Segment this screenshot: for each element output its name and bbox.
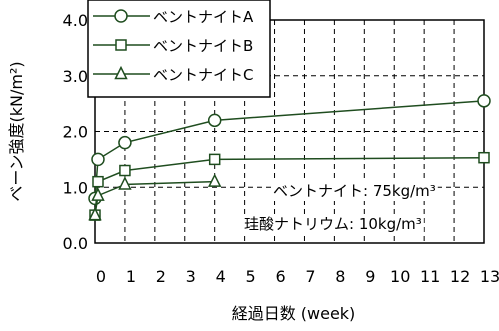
x-axis-label: 経過日数 (week)	[232, 304, 356, 323]
legend-label: ベントナイトB	[153, 37, 253, 55]
x-ticks: 0 1 2 3 4 5 6 7 8 9 10 11 12 13	[96, 267, 499, 286]
y-tick-label: 0.0	[63, 234, 88, 253]
data-point	[207, 113, 222, 128]
annotation-background	[242, 214, 424, 234]
x-tick-label: 0	[96, 267, 106, 286]
x-tick-label: 9	[365, 267, 375, 286]
y-tick-label: 4.0	[63, 11, 88, 30]
series-line	[94, 180, 215, 216]
annotation-background	[271, 181, 438, 201]
series-layer	[88, 94, 491, 221]
legend-marker	[114, 65, 128, 80]
x-tick-label: 2	[156, 267, 166, 286]
data-point	[92, 175, 104, 188]
x-tick-label: 6	[275, 267, 285, 286]
legend-label: ベントナイトC	[153, 66, 253, 84]
legend-marker	[114, 9, 128, 23]
x-tick-label: 11	[420, 267, 440, 286]
y-axis-label: ベーン強度(kN/m²)	[7, 61, 26, 201]
data-point	[119, 164, 131, 177]
data-point	[118, 135, 132, 150]
data-point	[207, 173, 222, 187]
x-tick-label: 10	[390, 267, 410, 286]
legend: ベントナイトA ベントナイトB ベントナイトC	[87, 0, 271, 98]
legend-label: ベントナイトA	[153, 8, 254, 26]
annotation-bentonite: ベントナイト: 75kg/m³	[273, 182, 436, 200]
x-tick-label: 5	[246, 267, 256, 286]
data-point	[91, 152, 105, 167]
y-tick-label: 1.0	[63, 178, 88, 197]
data-point	[477, 94, 491, 108]
legend-marker	[115, 39, 127, 51]
plot-frame	[94, 19, 485, 244]
y-ticks: 0.0 1.0 2.0 3.0 4.0	[63, 11, 88, 253]
data-point	[91, 187, 105, 201]
x-tick-label: 4	[216, 267, 226, 286]
data-point	[88, 206, 102, 221]
data-point	[478, 151, 490, 164]
x-tick-label: 13	[480, 267, 499, 286]
x-tick-label: 3	[186, 267, 196, 286]
y-tick-label: 3.0	[63, 67, 88, 86]
x-tick-label: 12	[450, 267, 470, 286]
x-tick-label: 1	[126, 267, 136, 286]
x-tick-label: 7	[305, 267, 315, 286]
data-point	[208, 153, 221, 166]
series-3	[88, 173, 222, 221]
data-point	[118, 176, 132, 190]
annotation-sodium-silicate: 珪酸ナトリウム: 10kg/m³	[244, 215, 422, 233]
y-tick-label: 2.0	[63, 123, 88, 142]
x-tick-label: 8	[335, 267, 345, 286]
